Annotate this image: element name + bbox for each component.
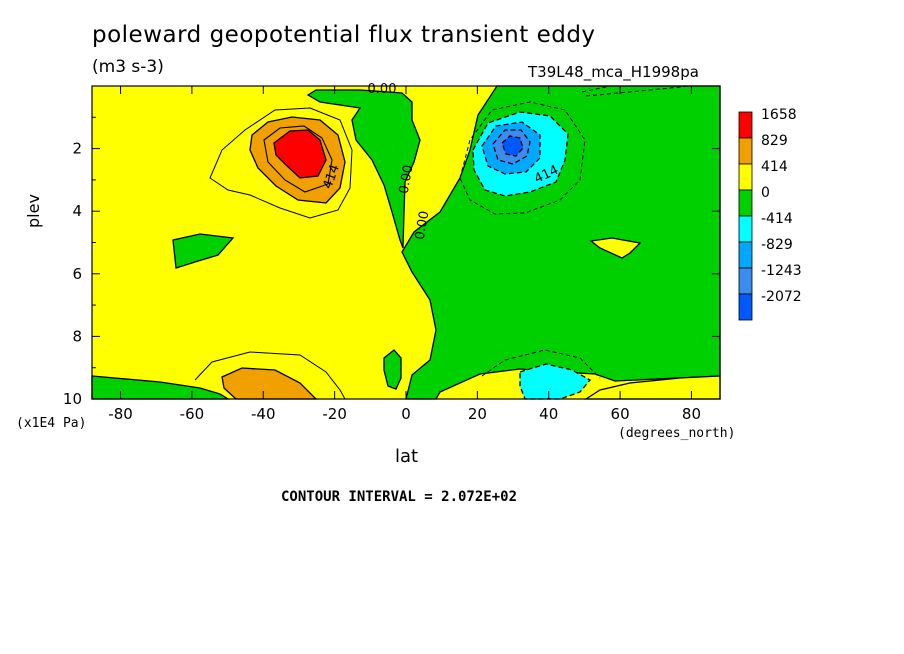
- field-orange-sh-surface: [221, 367, 318, 400]
- x-tick-label: 20: [468, 405, 487, 423]
- field-red-sh-max: [273, 129, 327, 179]
- field-green-surface-pocket: [383, 349, 402, 390]
- x-tick-label: 0: [401, 405, 411, 423]
- contour-negative-top-right: [581, 85, 691, 97]
- legend-label: -1243: [761, 263, 802, 279]
- legend-label: -829: [761, 237, 793, 253]
- legend-swatch: [738, 215, 753, 243]
- run-id: T39L48_mca_H1998pa: [528, 63, 699, 81]
- legend: 1658 829 414 0 -414 -829 -1243 -2072: [738, 107, 802, 321]
- x-tick-label: 40: [539, 405, 558, 423]
- y-axis-units: (x1E4 Pa): [16, 416, 87, 431]
- legend-swatch: [738, 267, 753, 295]
- chart-units: (m3 s-3): [92, 57, 164, 77]
- legend-label: 0: [761, 185, 770, 201]
- legend-swatch: [738, 137, 753, 165]
- field-green-equator-tongue: [306, 89, 421, 249]
- contour-negative-outer-nh: [459, 101, 586, 215]
- contour-interval: CONTOUR INTERVAL = 2.072E+02: [281, 489, 518, 505]
- x-tick-label: -60: [180, 405, 205, 423]
- x-tick-label: -40: [251, 405, 276, 423]
- y-tick-label: 8: [72, 327, 82, 345]
- contour-positive-sh-surface: [194, 351, 346, 400]
- contour-negative-nh-surface: [481, 349, 601, 379]
- x-tick-label: -80: [108, 405, 133, 423]
- contour-label: 0.00: [368, 82, 397, 97]
- contour-positive-outer-sh: [209, 107, 353, 219]
- legend-label: 414: [761, 159, 788, 175]
- field-yellow-55n-pocket: [589, 237, 642, 259]
- x-tick-label: 60: [611, 405, 630, 423]
- legend-swatch: [738, 111, 753, 139]
- y-axis: 2 4 6 8 10: [63, 116, 720, 408]
- plot-area: [91, 85, 721, 400]
- x-axis-units: (degrees_north): [618, 426, 736, 441]
- contour-label: 0.00: [413, 210, 433, 241]
- x-axis: -80 -60 -40 -20 0 20 40 60 80: [108, 86, 701, 423]
- legend-swatch: [738, 293, 753, 321]
- y-tick-label: 6: [72, 265, 82, 283]
- field-green-60s-pocket: [172, 233, 235, 269]
- legend-label: -414: [761, 211, 793, 227]
- legend-swatch: [738, 163, 753, 191]
- x-axis-label: lat: [395, 446, 419, 467]
- x-tick-label: -20: [322, 405, 347, 423]
- legend-swatch: [738, 189, 753, 217]
- y-tick-label: 10: [63, 390, 82, 408]
- legend-label: -2072: [761, 289, 802, 305]
- legend-label: 829: [761, 133, 788, 149]
- y-tick-label: 4: [72, 202, 82, 220]
- field-cyan-nh-surface: [519, 363, 592, 400]
- chart-title: poleward geopotential flux transient edd…: [92, 22, 596, 48]
- x-tick-label: 80: [682, 405, 701, 423]
- legend-swatch: [738, 241, 753, 269]
- legend-label: 1658: [761, 107, 797, 123]
- field-orange-sh-max-inner: [263, 125, 333, 193]
- y-tick-label: 2: [72, 140, 82, 158]
- contour-label: 0.00: [397, 164, 417, 195]
- field-darkblue-nh-min: [501, 135, 524, 157]
